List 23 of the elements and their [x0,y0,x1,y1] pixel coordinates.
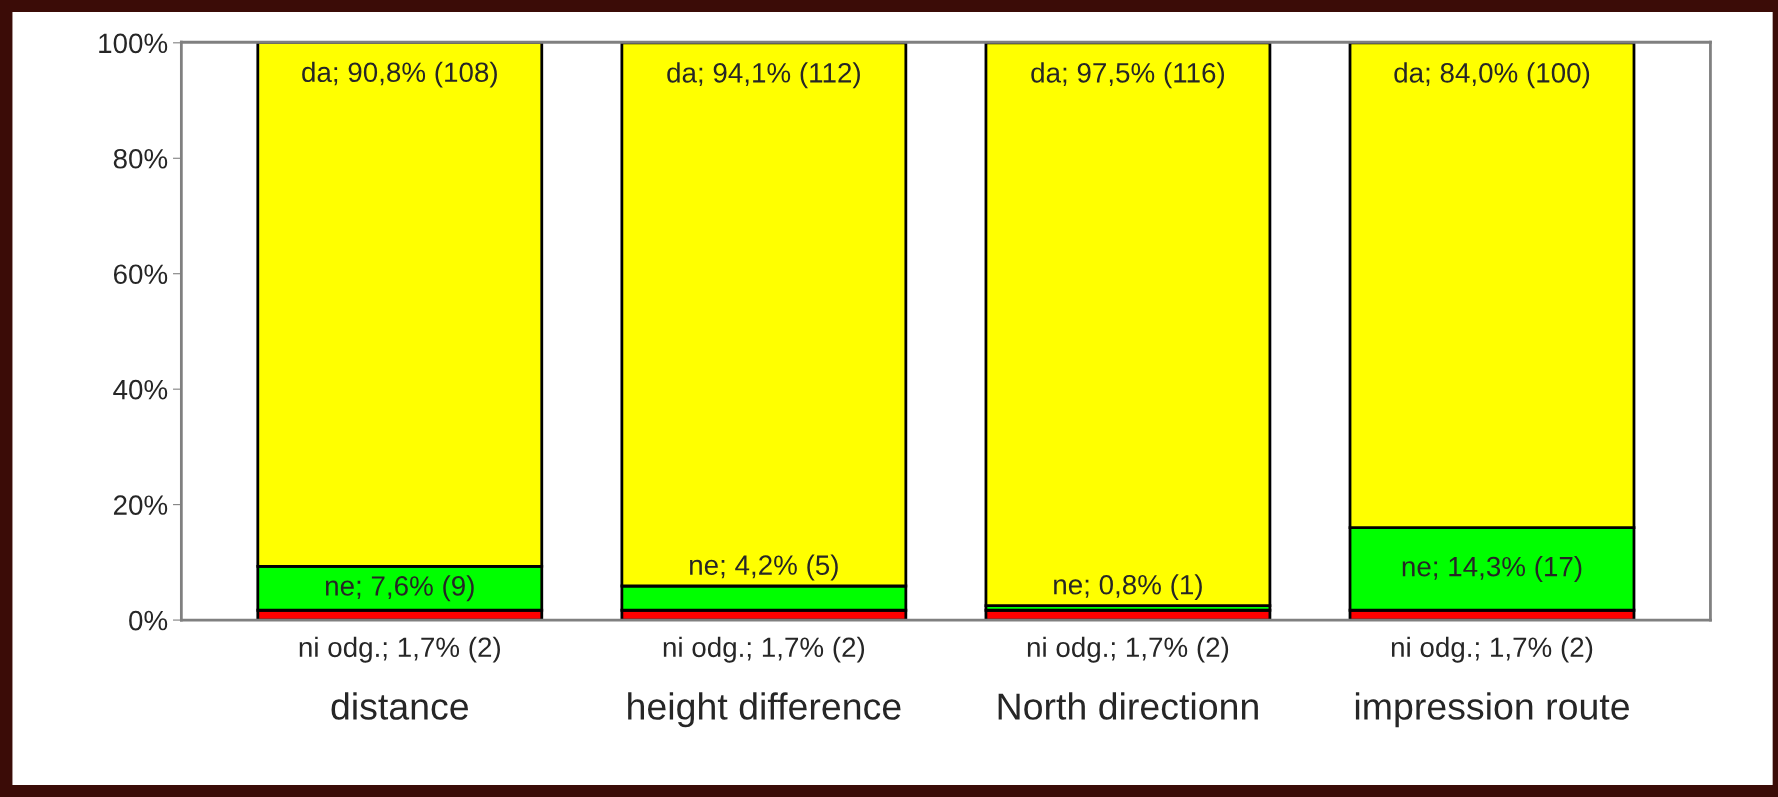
data-label: ne; 0,8% (1) [1054,574,1202,601]
data-label: da; 97,5% (116) [1031,62,1225,89]
data-label: ni odg.; 1,7% (2) [663,636,865,663]
y-tick-label: 60% [113,264,168,285]
data-label: da; 94,1% (112) [667,62,860,89]
data-label: ni odg.; 1,7% (2) [1027,636,1229,663]
data-label: ne; 4,2% (5) [690,554,838,581]
y-tick-label: 100% [99,33,168,54]
y-tick-label: 20% [113,495,168,515]
data-label: ni odg.; 1,7% (2) [1391,636,1593,663]
y-tick-label: 80% [113,148,168,169]
x-tick-label: impression route [1355,692,1629,728]
data-label: ni odg.; 1,7% (2) [299,636,500,663]
data-label: da; 84,0% (100) [1394,62,1590,89]
x-tick-label: height difference [628,692,901,728]
bar [984,42,1272,608]
y-tick-label: 40% [113,379,168,400]
y-tick-label: 0% [129,610,168,631]
data-label: ne; 7,6% (9) [325,575,474,602]
x-tick-label: distance [331,692,468,720]
data-label: ne; 14,3% (17) [1402,556,1582,582]
data-label: da; 90,8% (108) [302,61,497,88]
x-tick-label: North directionn [998,692,1258,720]
